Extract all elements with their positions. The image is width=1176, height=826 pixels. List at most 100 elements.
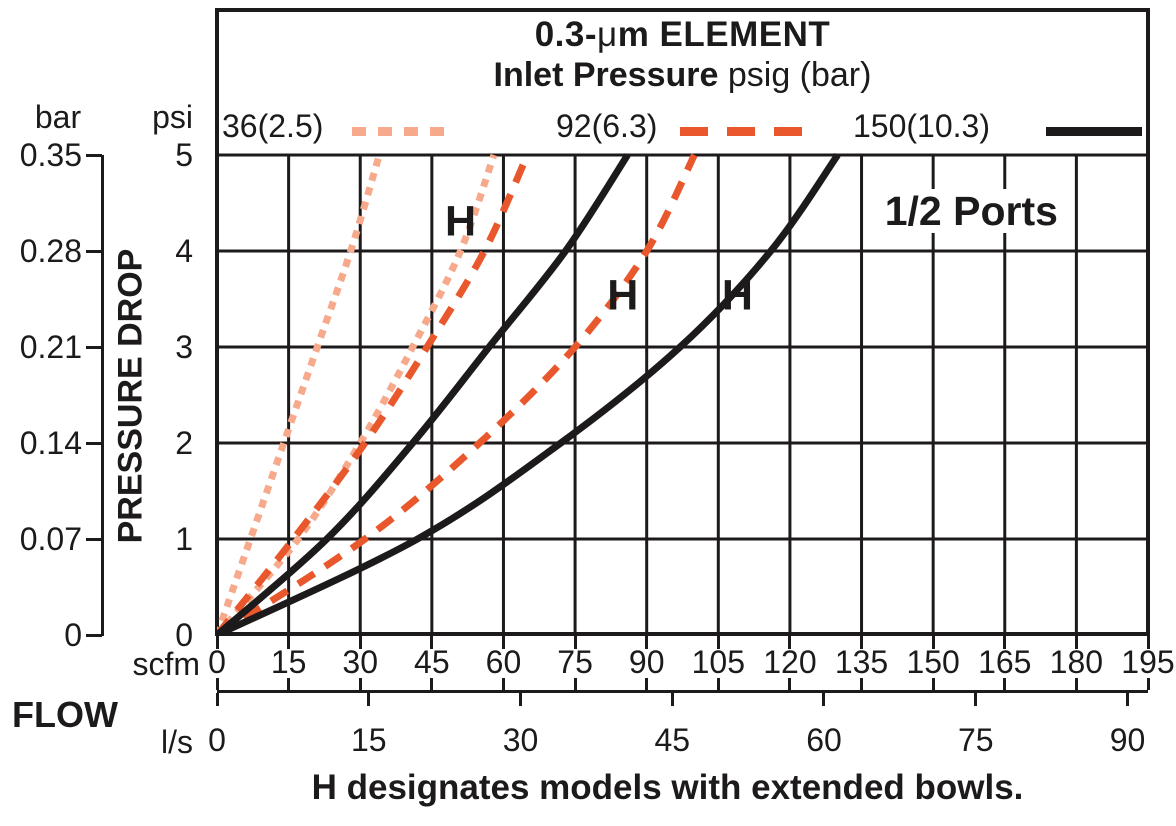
scfm-tick-label-120: 120 xyxy=(763,644,817,680)
psi-tick-label-4: 4 xyxy=(175,233,193,269)
bar-axis-header: bar xyxy=(34,99,82,135)
ls-axis-uptick-60 xyxy=(501,678,505,690)
scfm-tick-label-75: 75 xyxy=(557,644,593,680)
ls-axis-uptick-120 xyxy=(788,678,792,690)
scfm-tick-label-135: 135 xyxy=(834,644,889,680)
ls-axis-uptick-105 xyxy=(716,678,720,690)
curve-150-10-3-standard xyxy=(217,153,631,635)
plot-area xyxy=(217,153,1148,635)
scfm-axis-label: scfm xyxy=(132,646,200,682)
ls-tick-75 xyxy=(974,693,978,706)
scfm-tick-label-90: 90 xyxy=(628,644,665,680)
title-mu-symbol: μ xyxy=(597,15,618,54)
ls-tick-label-60: 60 xyxy=(806,722,842,758)
curve-92-6-3-standard xyxy=(217,153,531,635)
psi-tick-label-2: 2 xyxy=(175,425,193,461)
bar-tick-label-0.35: 0.35 xyxy=(19,137,82,173)
scfm-tick-180 xyxy=(1074,636,1078,649)
scfm-tick-75 xyxy=(573,636,577,649)
ls-tick-label-30: 30 xyxy=(502,722,539,758)
ls-axis-uptick-15 xyxy=(287,678,291,690)
scfm-tick-0 xyxy=(215,636,219,649)
scfm-tick-label-45: 45 xyxy=(414,644,450,680)
psi-tick-label-5: 5 xyxy=(175,137,193,173)
bar-tick-0.28 xyxy=(86,250,102,253)
scfm-tick-30 xyxy=(358,636,362,649)
chart-frame xyxy=(215,8,1150,636)
ls-tick-label-45: 45 xyxy=(654,722,691,758)
ls-tick-label-90: 90 xyxy=(1109,722,1146,758)
scfm-tick-15 xyxy=(287,636,291,649)
ls-tick-label-0: 0 xyxy=(208,722,226,758)
ls-axis-label: l/s xyxy=(161,724,193,760)
ls-axis-uptick-165 xyxy=(1003,678,1007,690)
scfm-tick-label-105: 105 xyxy=(691,644,745,680)
bar-tick-label-0.28: 0.28 xyxy=(19,233,82,269)
ls-tick-label-75: 75 xyxy=(957,722,994,758)
bar-axis-line xyxy=(101,155,104,636)
bar-tick-label-0.07: 0.07 xyxy=(19,521,82,557)
legend-label-36: 36(2.5) xyxy=(222,108,324,144)
scfm-tick-105 xyxy=(716,636,720,649)
bar-tick-0.07 xyxy=(86,538,102,541)
bar-tick-0.35 xyxy=(86,154,102,157)
scfm-tick-label-180: 180 xyxy=(1049,644,1104,680)
scfm-tick-135 xyxy=(860,636,864,649)
ls-tick-30 xyxy=(518,693,522,706)
bar-tick-label-0.14: 0.14 xyxy=(19,425,82,461)
psi-axis-header: psi xyxy=(152,99,193,135)
ls-axis-uptick-150 xyxy=(931,678,935,690)
bar-tick-label-0: 0 xyxy=(64,617,82,653)
title-element-text: m ELEMENT xyxy=(617,15,831,54)
legend-swatch-dashed-92 xyxy=(680,127,819,136)
curve-36-2-5-h xyxy=(217,153,498,635)
chart-title: 0.3-μm ELEMENT xyxy=(215,15,1150,55)
legend-swatch-solid-150 xyxy=(1046,127,1142,136)
bar-tick-0.21 xyxy=(86,346,102,349)
subtitle-units: psig (bar) xyxy=(718,56,872,94)
title-element-size: 0.3- xyxy=(534,15,598,54)
psi-tick-label-1: 1 xyxy=(175,521,193,557)
chart-subtitle: Inlet Pressure psig (bar) xyxy=(215,56,1150,95)
ls-tick-60 xyxy=(822,693,826,706)
ls-axis-uptick-180 xyxy=(1074,678,1078,690)
scfm-tick-label-165: 165 xyxy=(978,644,1032,680)
ls-tick-0 xyxy=(215,693,219,706)
ls-axis-uptick-45 xyxy=(430,678,434,690)
ls-axis-uptick-30 xyxy=(358,678,362,690)
ls-axis-line xyxy=(217,690,1148,693)
ls-tick-45 xyxy=(670,693,674,706)
scfm-tick-120 xyxy=(788,636,792,649)
ls-axis-uptick-195 xyxy=(1146,678,1150,690)
curve-36-2-5-standard xyxy=(217,154,383,635)
scfm-tick-label-195: 195 xyxy=(1121,644,1175,680)
legend-label-92: 92(6.3) xyxy=(556,108,658,144)
scfm-tick-60 xyxy=(501,636,505,649)
scfm-tick-label-30: 30 xyxy=(342,644,379,680)
legend-label-150: 150(10.3) xyxy=(853,108,990,144)
scfm-tick-label-0: 0 xyxy=(208,644,226,680)
legend-swatch-dotted-36 xyxy=(352,127,453,136)
h-curve-label-2: H xyxy=(607,271,639,320)
h-curve-label-1: H xyxy=(444,197,477,246)
scfm-tick-165 xyxy=(1003,636,1007,649)
scfm-tick-90 xyxy=(645,636,649,649)
ls-axis-uptick-75 xyxy=(573,678,577,690)
bar-tick-0.14 xyxy=(86,442,102,445)
ls-tick-15 xyxy=(367,693,371,706)
scfm-tick-label-60: 60 xyxy=(485,644,522,680)
scfm-tick-45 xyxy=(430,636,434,649)
bar-tick-label-0.21: 0.21 xyxy=(19,329,82,365)
ports-size-label: 1/2 Ports xyxy=(876,188,1066,233)
ls-tick-90 xyxy=(1125,693,1129,706)
flow-axis-title: FLOW xyxy=(12,694,118,735)
scfm-tick-150 xyxy=(931,636,935,649)
curve-150-10-3-h xyxy=(217,153,841,635)
psi-tick-label-0: 0 xyxy=(175,617,193,653)
scfm-tick-label-15: 15 xyxy=(270,644,307,680)
y-axis-title: PRESSURE DROP xyxy=(111,248,150,544)
h-curve-label-3: H xyxy=(721,271,753,320)
ls-axis-uptick-135 xyxy=(860,678,864,690)
scfm-tick-label-150: 150 xyxy=(906,644,960,680)
ls-axis-uptick-0 xyxy=(215,678,219,690)
